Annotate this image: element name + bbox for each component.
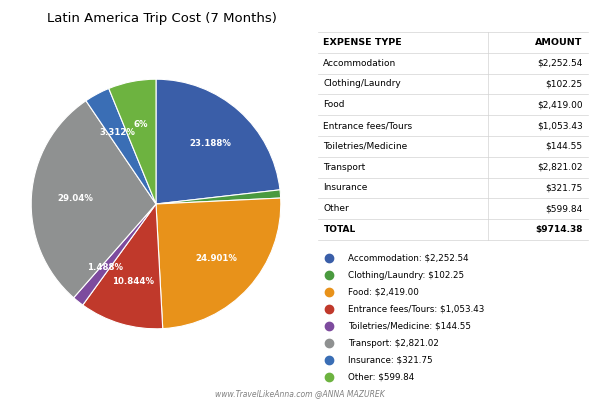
Wedge shape [74, 204, 156, 305]
Text: Other: $599.84: Other: $599.84 [348, 373, 414, 382]
Wedge shape [156, 198, 281, 329]
Text: Clothing/Laundry: Clothing/Laundry [323, 80, 401, 88]
Text: Accommodation: Accommodation [323, 59, 397, 68]
Text: $2,821.02: $2,821.02 [537, 163, 583, 172]
Text: $9714.38: $9714.38 [535, 225, 583, 234]
Text: $102.25: $102.25 [545, 80, 583, 88]
Wedge shape [83, 204, 163, 329]
Text: Transport: $2,821.02: Transport: $2,821.02 [348, 339, 439, 348]
Text: 10.844%: 10.844% [112, 277, 154, 286]
Text: Entrance fees/Tours: $1,053.43: Entrance fees/Tours: $1,053.43 [348, 305, 484, 314]
Text: 24.901%: 24.901% [195, 254, 237, 263]
Text: Insurance: $321.75: Insurance: $321.75 [348, 356, 433, 365]
Text: Food: Food [323, 100, 345, 109]
Wedge shape [156, 79, 280, 204]
Text: 29.04%: 29.04% [57, 194, 93, 204]
Text: Other: Other [323, 204, 349, 213]
Text: $599.84: $599.84 [545, 204, 583, 213]
Wedge shape [86, 88, 156, 204]
Text: Latin America Trip Cost (7 Months): Latin America Trip Cost (7 Months) [47, 12, 277, 25]
Text: Accommodation: $2,252.54: Accommodation: $2,252.54 [348, 254, 469, 263]
Text: $2,252.54: $2,252.54 [537, 59, 583, 68]
Text: 23.188%: 23.188% [189, 139, 231, 148]
Wedge shape [156, 190, 281, 204]
Text: Entrance fees/Tours: Entrance fees/Tours [323, 121, 413, 130]
Text: $144.55: $144.55 [545, 142, 583, 151]
Text: Clothing/Laundry: $102.25: Clothing/Laundry: $102.25 [348, 271, 464, 280]
Text: $1,053.43: $1,053.43 [537, 121, 583, 130]
Text: 1.488%: 1.488% [88, 263, 124, 272]
Text: Toiletries/Medicine: $144.55: Toiletries/Medicine: $144.55 [348, 322, 471, 331]
Text: Insurance: Insurance [323, 184, 368, 192]
Text: EXPENSE TYPE: EXPENSE TYPE [323, 38, 402, 47]
Text: AMOUNT: AMOUNT [535, 38, 583, 47]
Wedge shape [31, 101, 156, 298]
Text: www.TravelLikeAnna.com @ANNA MAZUREK: www.TravelLikeAnna.com @ANNA MAZUREK [215, 389, 385, 398]
Text: 6%: 6% [133, 120, 148, 129]
Text: $321.75: $321.75 [545, 184, 583, 192]
Text: Toiletries/Medicine: Toiletries/Medicine [323, 142, 407, 151]
Text: $2,419.00: $2,419.00 [537, 100, 583, 109]
Text: TOTAL: TOTAL [323, 225, 356, 234]
Wedge shape [109, 79, 156, 204]
Text: Food: $2,419.00: Food: $2,419.00 [348, 288, 419, 297]
Text: Transport: Transport [323, 163, 365, 172]
Text: 3.312%: 3.312% [100, 128, 136, 137]
